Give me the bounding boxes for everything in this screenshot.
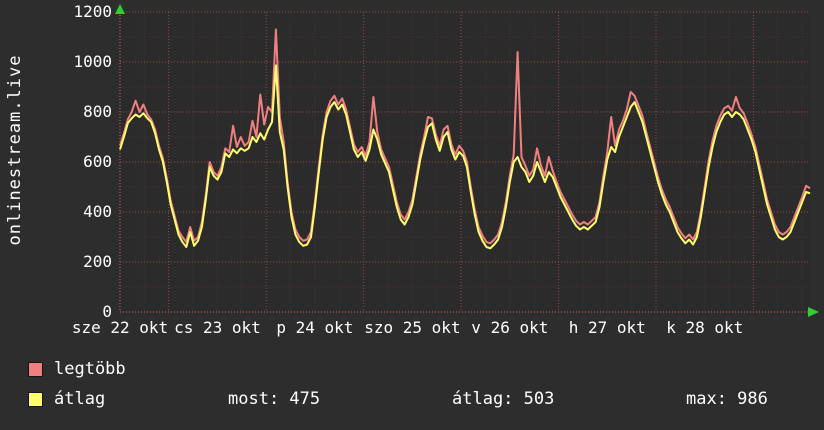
legend-swatch-legtobb-icon	[28, 361, 43, 377]
stat-max: max: 986	[686, 389, 768, 409]
x-tick-label: k 28 okt	[666, 318, 744, 337]
y-tick-label: 400	[83, 202, 112, 221]
legend-row-atlag: átlag	[28, 389, 105, 409]
legend-swatch-atlag-icon	[28, 391, 43, 407]
y-tick-label: 1200	[73, 2, 112, 21]
x-tick-label: szo 25 okt	[364, 318, 461, 337]
stat-atlag: átlag: 503	[452, 389, 555, 409]
x-tick-label: v 26 okt	[471, 318, 549, 337]
y-axis-arrow-icon	[115, 4, 125, 14]
y-tick-label: 800	[83, 102, 112, 121]
legend-row-legtobb: legtöbb	[28, 359, 126, 379]
y-tick-label: 200	[83, 252, 112, 271]
x-tick-label: p 24 okt	[276, 318, 354, 337]
x-axis-arrow-icon	[808, 307, 819, 317]
y-tick-label: 1000	[73, 52, 112, 71]
x-tick-label: sze 22 okt	[71, 318, 169, 337]
legend-label-legtobb: legtöbb	[54, 359, 126, 379]
legend-label-atlag: átlag	[54, 389, 106, 409]
x-tick-label: cs 23 okt	[174, 318, 261, 337]
y-tick-label: 0	[102, 302, 112, 321]
stat-most: most: 475	[228, 389, 321, 409]
series-line-1	[119, 64, 811, 250]
y-tick-label: 600	[83, 152, 112, 171]
x-tick-label: h 27 okt	[568, 318, 646, 337]
series-line-2	[119, 28, 811, 245]
